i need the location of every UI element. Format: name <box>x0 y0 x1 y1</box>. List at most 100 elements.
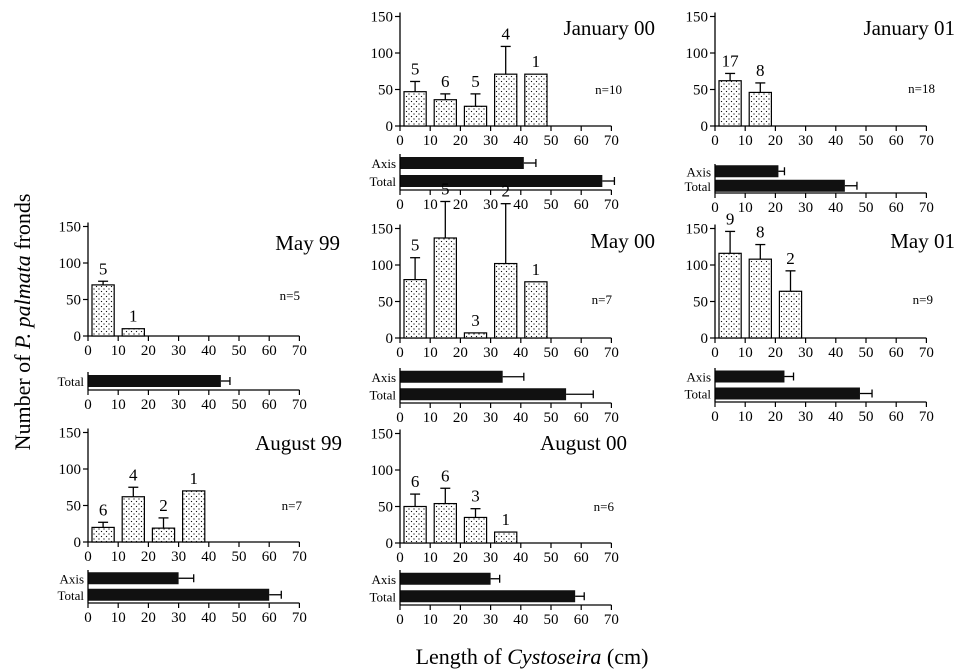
length-x-tick-label: 0 <box>396 197 404 213</box>
x-tick-label: 20 <box>768 133 783 149</box>
length-x-tick-label: 70 <box>604 410 619 426</box>
length-bar-label: Axis <box>371 572 396 587</box>
length-x-tick-label: 0 <box>84 397 92 413</box>
length-x-tick-label: 20 <box>453 197 468 213</box>
sample-size-label: n=9 <box>913 292 933 307</box>
x-tick-label: 10 <box>738 345 753 361</box>
x-tick-label: 40 <box>201 343 216 359</box>
x-tick-label: 40 <box>828 133 843 149</box>
histogram-bar <box>718 80 742 127</box>
histogram-bar <box>433 502 458 544</box>
x-axis-label-pre: Length of <box>416 644 508 669</box>
bar-count-label: 6 <box>441 466 450 485</box>
panel-title: May 00 <box>590 229 655 253</box>
y-tick-label: 50 <box>378 83 393 99</box>
length-x-tick-label: 50 <box>544 612 559 628</box>
bar-count-label: 2 <box>501 182 510 201</box>
length-x-tick-label: 0 <box>396 612 404 628</box>
sample-size-label: n=6 <box>594 499 615 514</box>
length-x-tick-label: 20 <box>141 397 156 413</box>
histogram-bar <box>748 91 773 127</box>
length-bar <box>400 157 524 169</box>
length-x-tick-label: 70 <box>292 610 307 626</box>
x-tick-label: 40 <box>513 133 528 149</box>
bar-count-label: 1 <box>189 469 198 488</box>
histogram-bar <box>151 527 176 543</box>
x-tick-label: 50 <box>232 549 247 565</box>
y-tick-label: 0 <box>386 331 394 347</box>
x-tick-label: 70 <box>292 343 307 359</box>
x-tick-label: 0 <box>84 343 92 359</box>
bar-count-label: 5 <box>411 236 420 255</box>
x-tick-label: 10 <box>423 550 438 566</box>
x-tick-label: 30 <box>171 343 186 359</box>
y-axis-label-post: fronds <box>10 194 35 256</box>
histogram-bar <box>463 516 488 544</box>
length-x-tick-label: 40 <box>513 612 528 628</box>
bar-count-label: 1 <box>532 260 541 279</box>
length-x-tick-label: 30 <box>171 397 186 413</box>
histogram-bar <box>403 279 427 339</box>
length-x-tick-label: 70 <box>919 409 934 425</box>
length-x-tick-label: 50 <box>232 397 247 413</box>
length-x-tick-label: 40 <box>828 200 843 216</box>
bar-count-label: 5 <box>99 259 108 278</box>
length-x-tick-label: 20 <box>768 409 783 425</box>
length-x-tick-label: 40 <box>201 610 216 626</box>
length-bar <box>88 375 221 387</box>
x-tick-label: 50 <box>544 133 559 149</box>
x-tick-label: 50 <box>544 345 559 361</box>
histogram-bar <box>778 290 803 339</box>
y-tick-label: 100 <box>686 46 709 62</box>
x-tick-label: 10 <box>738 133 753 149</box>
length-bar-label: Total <box>57 588 84 603</box>
panel-title: May 01 <box>890 229 955 253</box>
length-x-tick-label: 40 <box>513 197 528 213</box>
histogram-bar <box>91 526 115 543</box>
y-tick-label: 0 <box>386 119 394 135</box>
panel-title: August 99 <box>255 431 342 455</box>
x-tick-label: 60 <box>574 550 589 566</box>
length-x-tick-label: 30 <box>798 200 813 216</box>
length-bar <box>88 572 179 585</box>
bar-count-label: 17 <box>722 51 740 70</box>
bar-count-label: 1 <box>129 307 138 326</box>
length-x-tick-label: 20 <box>453 410 468 426</box>
length-x-tick-label: 0 <box>396 410 404 426</box>
y-tick-label: 150 <box>59 220 82 236</box>
length-x-tick-label: 0 <box>711 409 719 425</box>
y-tick-label: 50 <box>693 83 708 99</box>
length-x-tick-label: 50 <box>544 197 559 213</box>
x-tick-label: 60 <box>262 343 277 359</box>
bar-count-label: 6 <box>441 72 450 91</box>
y-tick-label: 100 <box>371 46 394 62</box>
bar-count-label: 3 <box>471 311 480 330</box>
y-tick-label: 50 <box>66 499 81 515</box>
sample-size-label: n=5 <box>280 288 300 303</box>
y-tick-label: 150 <box>371 222 394 238</box>
length-bar-label: Total <box>369 174 396 189</box>
bar-count-label: 1 <box>501 510 510 529</box>
y-tick-label: 100 <box>59 256 82 272</box>
y-tick-label: 0 <box>701 119 709 135</box>
x-tick-label: 0 <box>711 133 719 149</box>
x-tick-label: 40 <box>513 345 528 361</box>
x-tick-label: 10 <box>423 345 438 361</box>
x-tick-label: 70 <box>919 345 934 361</box>
x-tick-label: 40 <box>828 345 843 361</box>
histogram-bar <box>524 281 548 339</box>
x-tick-label: 60 <box>574 133 589 149</box>
length-x-tick-label: 40 <box>828 409 843 425</box>
length-x-tick-label: 50 <box>544 410 559 426</box>
length-x-tick-label: 60 <box>889 409 904 425</box>
length-x-tick-label: 30 <box>798 409 813 425</box>
bar-count-label: 5 <box>411 59 420 78</box>
x-tick-label: 50 <box>859 345 874 361</box>
histogram-bar <box>524 73 548 127</box>
y-tick-label: 0 <box>386 536 394 552</box>
x-tick-label: 30 <box>798 133 813 149</box>
y-tick-label: 150 <box>371 10 394 26</box>
